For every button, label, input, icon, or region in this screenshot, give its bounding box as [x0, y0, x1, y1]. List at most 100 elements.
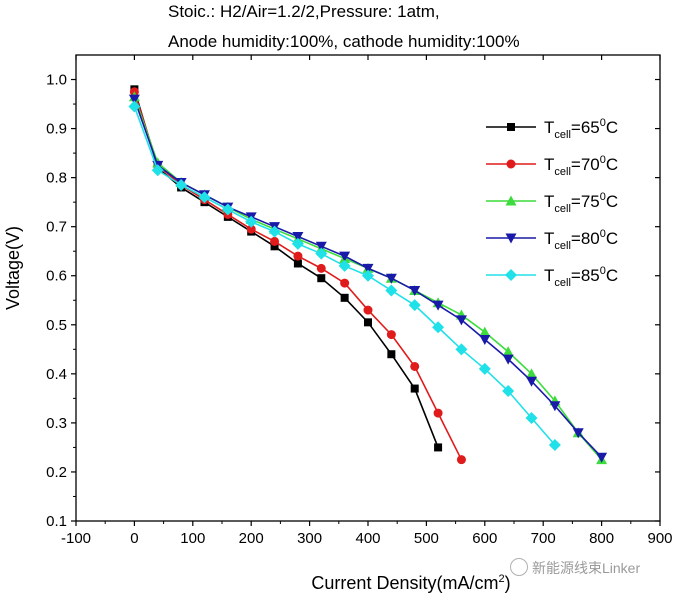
data-point — [128, 100, 141, 113]
data-point — [362, 263, 374, 274]
y-tick-label: 0.7 — [46, 219, 67, 236]
data-point — [246, 224, 256, 234]
data-point — [479, 335, 491, 346]
legend-entry-2: Tcell=750C — [486, 191, 618, 215]
watermark: 新能源线束Linker — [510, 558, 640, 578]
data-point — [549, 401, 561, 412]
data-point — [502, 385, 515, 398]
data-point — [364, 318, 372, 327]
data-point — [268, 225, 281, 238]
x-tick-label: -100 — [61, 530, 91, 547]
data-point — [502, 354, 514, 365]
data-point — [386, 330, 396, 340]
data-point — [340, 278, 350, 288]
series-line — [133, 89, 439, 448]
data-point — [409, 285, 421, 296]
wechat-icon — [510, 558, 528, 576]
data-point — [362, 269, 374, 282]
legend-marker — [505, 195, 517, 206]
legend-marker — [506, 159, 516, 169]
series-3 — [128, 94, 608, 463]
y-tick-label: 1.0 — [46, 72, 67, 89]
data-point — [432, 300, 444, 311]
data-point — [479, 326, 491, 337]
data-point — [291, 237, 304, 250]
data-point — [270, 236, 280, 246]
data-point — [316, 263, 326, 273]
series-1 — [129, 87, 466, 465]
data-point — [293, 259, 302, 268]
legend-entry-1: Tcell=700C — [486, 154, 618, 178]
x-tick-label: 500 — [414, 530, 439, 547]
data-point — [385, 284, 398, 297]
series-4 — [128, 100, 561, 451]
series-0 — [130, 85, 443, 452]
y-tick-label: 0.8 — [46, 170, 67, 187]
legend-entry-4: Tcell=850C — [486, 265, 618, 289]
legend-label: Tcell=800C — [544, 228, 618, 252]
data-point — [385, 273, 397, 284]
data-point — [410, 361, 420, 371]
data-point — [433, 408, 443, 418]
series-line — [133, 91, 463, 461]
legend-marker — [507, 123, 515, 131]
y-tick-label: 0.2 — [46, 464, 67, 481]
legend-label: Tcell=650C — [544, 117, 618, 141]
data-point — [339, 251, 351, 262]
data-point — [572, 428, 584, 439]
x-tick-label: 0 — [130, 530, 138, 547]
data-point — [478, 362, 491, 375]
data-point — [410, 384, 419, 393]
y-tick-label: 0.1 — [46, 513, 67, 530]
chart-title-line-2: Anode humidity:100%, cathode humidity:10… — [168, 32, 520, 51]
y-axis-label: Voltage(V) — [3, 226, 23, 310]
data-point — [455, 343, 468, 356]
legend-entry-0: Tcell=650C — [486, 117, 618, 141]
series-layer — [128, 85, 608, 465]
x-tick-label: 300 — [297, 530, 322, 547]
data-point — [175, 178, 188, 191]
data-point — [128, 94, 140, 105]
data-point — [502, 346, 514, 357]
x-tick-label: 200 — [239, 530, 264, 547]
x-tick-label: 800 — [589, 530, 614, 547]
x-tick-label: 400 — [355, 530, 380, 547]
data-point — [432, 321, 445, 334]
data-point — [151, 164, 164, 177]
x-tick-label: 700 — [531, 530, 556, 547]
data-point — [387, 350, 396, 359]
x-axis-label-sup: 2 — [498, 573, 504, 585]
y-tick-label: 0.4 — [46, 366, 67, 383]
y-tick-label: 0.3 — [46, 415, 67, 432]
x-axis-label: Current Density(mA/cm2) — [311, 573, 510, 593]
data-point — [315, 241, 327, 252]
data-point — [317, 274, 326, 283]
data-point — [434, 443, 443, 452]
data-point — [270, 242, 279, 251]
x-axis-label-main: Current Density(mA/cm — [311, 573, 498, 593]
data-point — [293, 251, 303, 261]
data-point — [221, 203, 234, 216]
data-point — [526, 368, 538, 379]
y-tick-label: 0.9 — [46, 121, 67, 138]
legend: Tcell=650C Tcell=700C Tcell=750C Tcell=800C… — [486, 117, 618, 289]
x-axis-label-end: ) — [505, 573, 511, 593]
x-tick-label: 600 — [472, 530, 497, 547]
x-tick-label: 100 — [180, 530, 205, 547]
data-point — [338, 259, 351, 272]
data-point — [198, 191, 211, 204]
legend-label: Tcell=750C — [544, 191, 618, 215]
legend-entry-3: Tcell=800C — [486, 228, 618, 252]
watermark-text: 新能源线束Linker — [532, 560, 641, 576]
data-point — [292, 231, 304, 242]
data-point — [315, 247, 328, 260]
data-point — [596, 452, 608, 463]
data-point — [525, 411, 538, 424]
data-point — [455, 315, 467, 326]
x-tick-label: 900 — [647, 530, 672, 547]
data-point — [456, 455, 466, 465]
data-point — [548, 438, 561, 451]
plot-axes: -100 0 100 200 300 400 500 600 700 800 900 0.1 0.2 0.… — [46, 54, 673, 547]
data-point — [340, 293, 349, 302]
